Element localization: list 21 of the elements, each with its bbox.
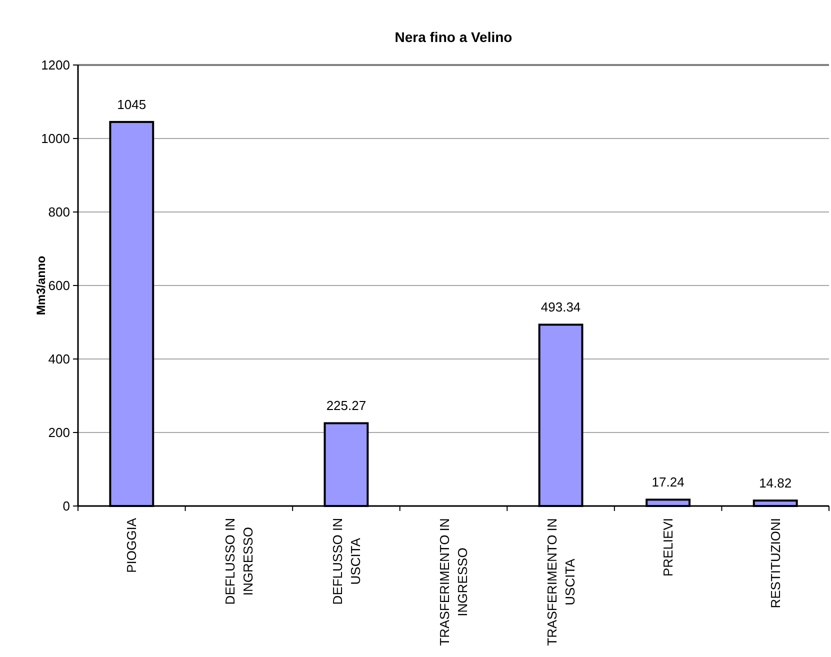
- x-tick-label: PIOGGIA: [124, 518, 140, 573]
- y-tick-label: 200: [48, 425, 70, 440]
- data-label: 14.82: [759, 476, 792, 491]
- data-label: 493.34: [540, 300, 581, 315]
- x-tick-label: TRASFERIMENTO IN USCITA: [544, 518, 578, 646]
- x-tick-label: DEFLUSSO IN INGRESSO: [222, 518, 256, 605]
- y-tick-label: 1200: [41, 58, 70, 73]
- x-tick-label: RESTITUZIONI: [768, 518, 783, 608]
- x-tick-label: TRASFERIMENTO IN INGRESSO: [437, 518, 470, 646]
- y-axis-title: Mm3/anno: [34, 256, 48, 316]
- data-label: 17.24: [652, 474, 684, 490]
- data-label: 225.27: [326, 398, 366, 414]
- y-tick-label: 0: [62, 498, 70, 514]
- x-tick-label: PRELIEVI: [660, 518, 676, 577]
- y-tick-label: 1000: [41, 131, 70, 146]
- chart-title: Nera fino a Velino: [394, 29, 512, 45]
- y-tick-label: 400: [48, 352, 70, 367]
- y-tick-label: 600: [48, 278, 70, 294]
- x-tick-label: DEFLUSSO IN USCITA: [330, 518, 363, 605]
- y-tick-label: 800: [48, 204, 70, 220]
- data-label: 1045: [117, 96, 146, 112]
